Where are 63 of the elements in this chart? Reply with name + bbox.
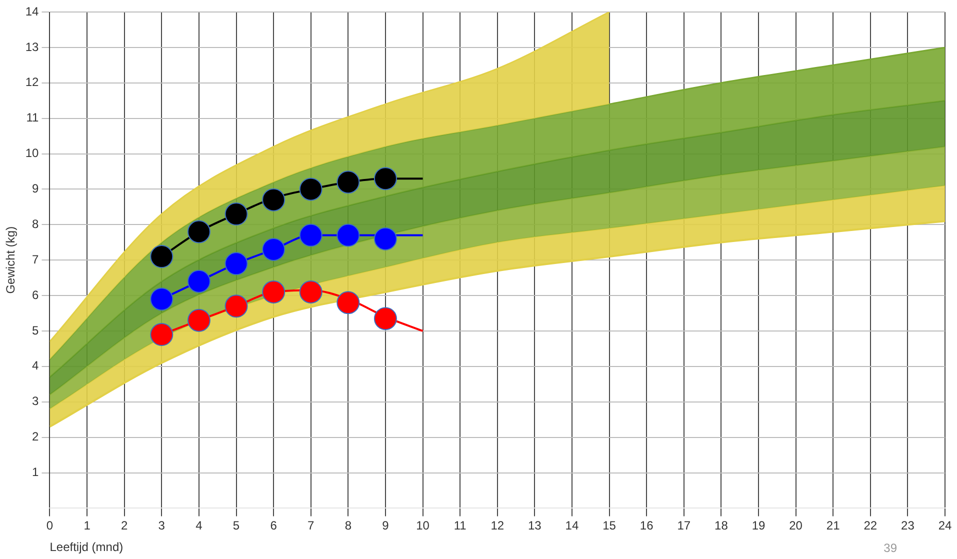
point — [150, 323, 174, 346]
x-tick-label: 7 — [308, 518, 315, 533]
x-tick-label: 20 — [789, 518, 803, 533]
x-tick-label: 8 — [344, 518, 352, 533]
x-tick-label: 11 — [454, 518, 467, 533]
point — [262, 188, 286, 212]
x-tick-label: 4 — [196, 518, 203, 533]
x-tick-label: 18 — [714, 518, 728, 533]
x-tick-label: 0 — [46, 518, 54, 533]
y-tick-label: 14 — [25, 4, 40, 18]
x-tick-label: 3 — [158, 518, 166, 533]
point — [336, 170, 360, 194]
point — [299, 224, 322, 247]
y-tick-label: 8 — [32, 216, 40, 231]
x-tick-label: 5 — [232, 518, 240, 533]
x-tick-label: 9 — [382, 518, 390, 533]
x-axis-title: Leeftijd (mnd) — [50, 540, 124, 554]
point — [224, 294, 248, 318]
x-tick-label: 19 — [752, 518, 766, 533]
x-tick-label: 17 — [677, 518, 691, 533]
point — [150, 288, 174, 311]
point — [299, 280, 322, 304]
text: 39 — [884, 541, 897, 555]
y-tick-label: 7 — [32, 252, 40, 266]
x-tick-label: 12 — [490, 518, 504, 533]
y-tick-label: 3 — [32, 394, 40, 408]
y-tick-label: 1 — [32, 465, 40, 480]
x-tick-label: 24 — [938, 518, 952, 533]
y-tick-label: 12 — [25, 75, 40, 90]
x-tick-label: 14 — [565, 518, 579, 533]
point — [262, 238, 286, 261]
x-tick-label: 15 — [602, 518, 616, 533]
point — [262, 280, 286, 304]
x-tick-label: 16 — [640, 518, 654, 533]
x-tick-label: 21 — [826, 518, 840, 533]
y-tick-label: 9 — [32, 182, 40, 196]
y-tick-label: 11 — [26, 110, 40, 125]
point — [374, 307, 397, 330]
point — [224, 202, 248, 226]
y-tick-label: 5 — [32, 323, 40, 338]
point — [187, 270, 210, 293]
point — [187, 308, 210, 332]
x-tick-label: 13 — [528, 518, 542, 533]
point — [187, 220, 210, 244]
point — [374, 227, 397, 250]
x-tick-label: 1 — [84, 518, 91, 533]
point — [224, 252, 248, 276]
point — [150, 245, 174, 268]
y-axis-title: Gewicht (kg) — [4, 226, 18, 294]
y-tick-label: 4 — [32, 358, 40, 373]
point — [299, 178, 322, 201]
y-tick-label: 13 — [25, 40, 40, 54]
x-tick-label: 22 — [864, 518, 878, 533]
x-tick-label: 23 — [901, 518, 915, 533]
point — [374, 167, 397, 190]
point — [336, 224, 360, 247]
y-tick-label: 10 — [25, 146, 40, 160]
x-tick-label: 2 — [121, 518, 128, 533]
y-tick-label: 2 — [32, 430, 40, 444]
y-tick-label: 6 — [32, 288, 40, 302]
x-tick-label: 10 — [416, 518, 430, 533]
x-tick-label: 6 — [270, 518, 278, 533]
point — [336, 291, 360, 314]
